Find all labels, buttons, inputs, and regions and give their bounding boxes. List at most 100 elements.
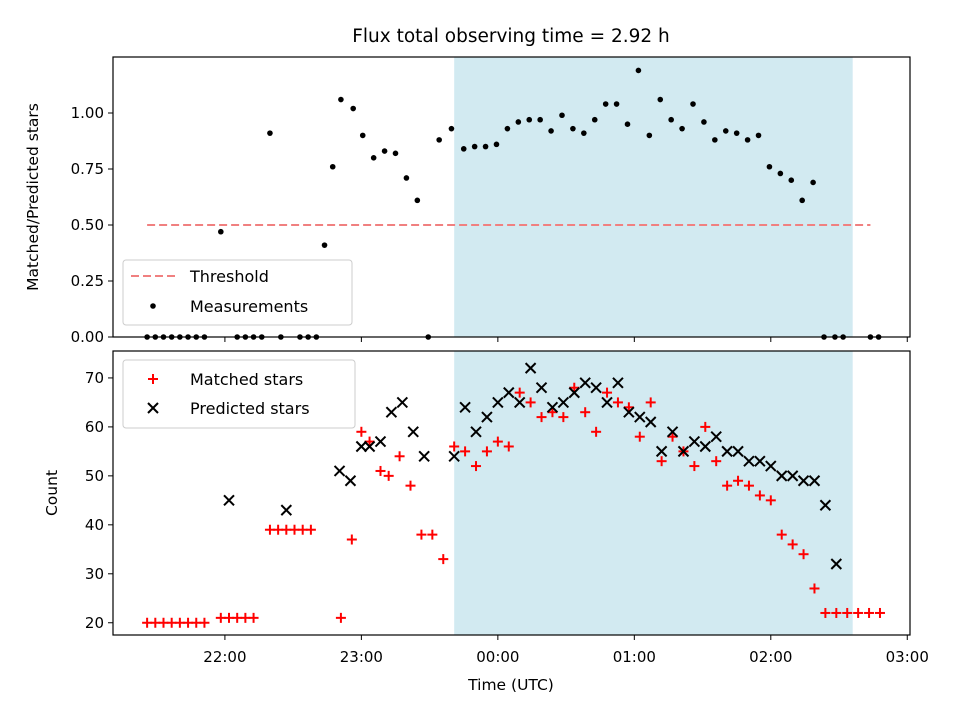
y-tick-label: 60 [85, 418, 104, 436]
top-y-axis-label: Matched/Predicted stars [24, 103, 42, 291]
predicted-point [396, 396, 409, 409]
predicted-point [786, 470, 799, 482]
matched-point [776, 529, 787, 540]
measurement-point [414, 197, 421, 204]
measurement-point [359, 132, 366, 139]
measurement-point [526, 116, 533, 123]
matched-point [591, 426, 602, 437]
matched-point [809, 583, 820, 594]
measurement-point [471, 143, 478, 150]
measurement-point [338, 96, 344, 103]
matched-point [634, 431, 645, 442]
matched-point [460, 446, 471, 457]
predicted-point [448, 450, 460, 462]
predicted-point [568, 386, 580, 399]
legend-measurements-label: Measurements [190, 297, 308, 316]
measurement-point [701, 119, 707, 125]
measurement-point [329, 163, 336, 170]
matched-point [820, 607, 831, 618]
matched-point [394, 451, 405, 462]
measurement-point [321, 242, 328, 248]
matched-point [656, 456, 667, 467]
predicted-point [743, 455, 755, 467]
predicted-point [732, 445, 744, 458]
predicted-point [385, 406, 398, 418]
matched-point [831, 607, 842, 618]
matched-point [335, 612, 346, 623]
measurement-point [799, 197, 805, 204]
predicted-point [819, 499, 832, 511]
measurement-point [493, 141, 500, 148]
predicted-point [634, 411, 646, 423]
measurement-point [448, 125, 455, 132]
matched-point [689, 461, 700, 472]
y-tick-label: 50 [85, 467, 104, 485]
predicted-point [546, 401, 559, 414]
matched-point [383, 470, 394, 481]
predicted-point [459, 401, 471, 414]
y-tick-label: 0.00 [71, 328, 104, 346]
measurement-point [504, 125, 511, 132]
matched-point [427, 529, 438, 540]
predicted-point [407, 426, 419, 438]
predicted-point [688, 435, 701, 448]
matched-point [375, 465, 386, 476]
matched-point [580, 407, 591, 418]
x-tick-label: 23:00 [340, 648, 383, 666]
measurement-point [581, 130, 587, 136]
y-tick-label: 20 [85, 614, 104, 632]
predicted-point [492, 396, 504, 409]
y-tick-label: 0.50 [71, 216, 104, 234]
predicted-point [601, 396, 613, 409]
measurement-point [482, 143, 489, 150]
matched-point [765, 495, 776, 506]
matched-point [569, 382, 580, 393]
predicted-point [612, 377, 624, 389]
bottom-shaded-region [454, 351, 853, 635]
x-axis-label: Time (UTC) [467, 676, 554, 694]
matched-point [492, 436, 503, 447]
x-tick-label: 00:00 [476, 648, 519, 666]
y-tick-label: 0.25 [71, 272, 104, 290]
top-plot-frame [112, 56, 911, 338]
matched-point [471, 461, 482, 472]
predicted-point [280, 504, 293, 516]
matched-point [842, 607, 853, 618]
measurement-point [646, 132, 653, 139]
predicted-point [470, 426, 482, 438]
measurement-point [722, 128, 729, 134]
matched-point [864, 607, 875, 618]
legend-predicted-swatch [147, 402, 159, 414]
matched-point [602, 387, 613, 398]
measurement-point [392, 150, 399, 157]
measurement-point [613, 101, 620, 107]
bottom-legend: Matched stars Predicted stars [122, 359, 356, 429]
y-tick-label: 40 [85, 516, 104, 534]
measurement-point [218, 228, 224, 235]
predicted-point [830, 558, 843, 570]
matched-point [405, 480, 416, 491]
predicted-point [754, 455, 766, 467]
bottom-plot-frame [112, 350, 911, 636]
bottom-panel: 20 30 40 50 60 70 22:00 23:00 00:00 01:00 02:00 03… [43, 350, 929, 694]
measurement-point [624, 121, 631, 127]
measurement-point [679, 125, 685, 132]
predicted-point [623, 406, 635, 418]
measurement-point [515, 119, 522, 125]
y-tick-label: 1.00 [71, 104, 104, 122]
predicted-point [503, 386, 515, 399]
matched-point [547, 407, 558, 418]
matched-point [711, 456, 722, 467]
predicted-point [721, 445, 733, 458]
predicted-point [797, 475, 810, 487]
matched-point [743, 480, 754, 491]
top-legend: Threshold Measurements [122, 259, 353, 326]
predicted-point [776, 470, 788, 482]
top-panel: 0.00 0.25 0.50 0.75 1.00 Matched/Predicted s… [24, 56, 911, 346]
predicted-point [524, 362, 537, 374]
y-tick-label: 0.75 [71, 160, 104, 178]
measurement-point [690, 101, 696, 107]
legend-threshold-label: Threshold [189, 267, 269, 286]
measurement-point [570, 125, 576, 132]
matched-point [481, 446, 492, 457]
